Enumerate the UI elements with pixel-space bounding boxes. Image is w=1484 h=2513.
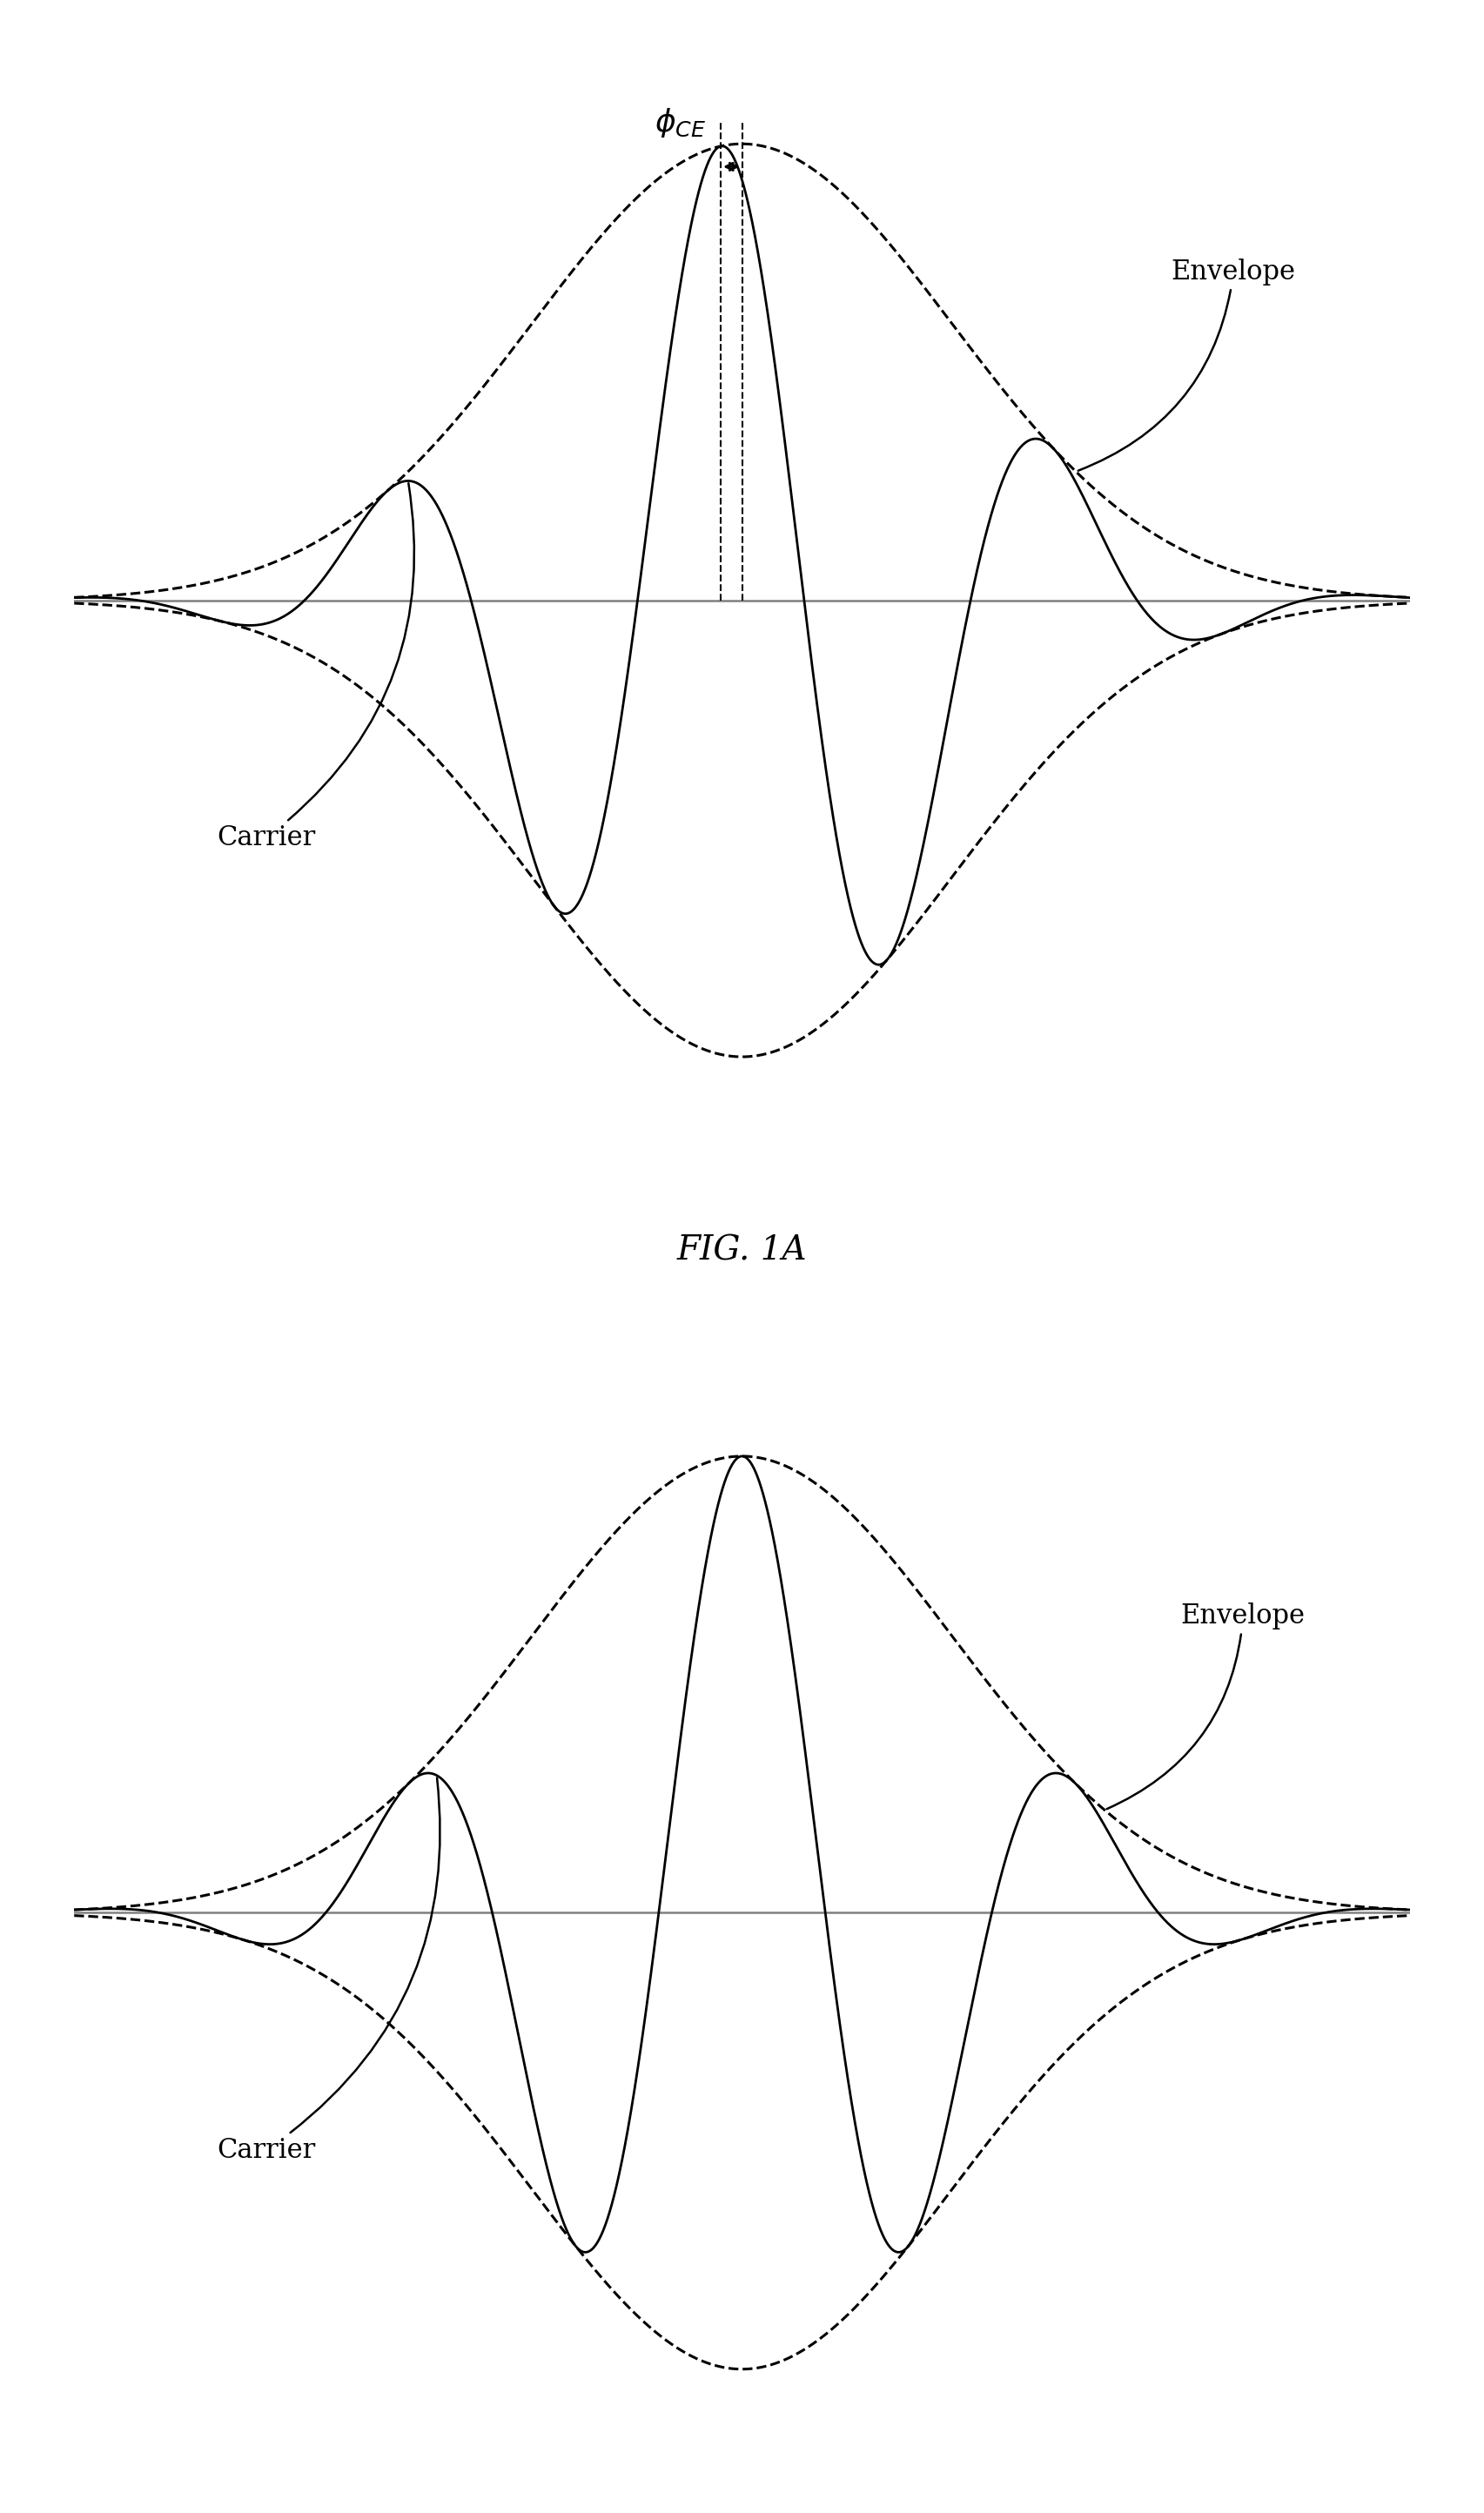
Text: Envelope: Envelope: [1079, 259, 1296, 470]
Text: FIG. 1A: FIG. 1A: [677, 1236, 807, 1267]
Text: Carrier: Carrier: [217, 1777, 441, 2164]
Text: Envelope: Envelope: [1107, 1603, 1306, 1809]
Text: $\phi_{CE}$: $\phi_{CE}$: [654, 106, 706, 138]
Text: Carrier: Carrier: [217, 482, 414, 852]
